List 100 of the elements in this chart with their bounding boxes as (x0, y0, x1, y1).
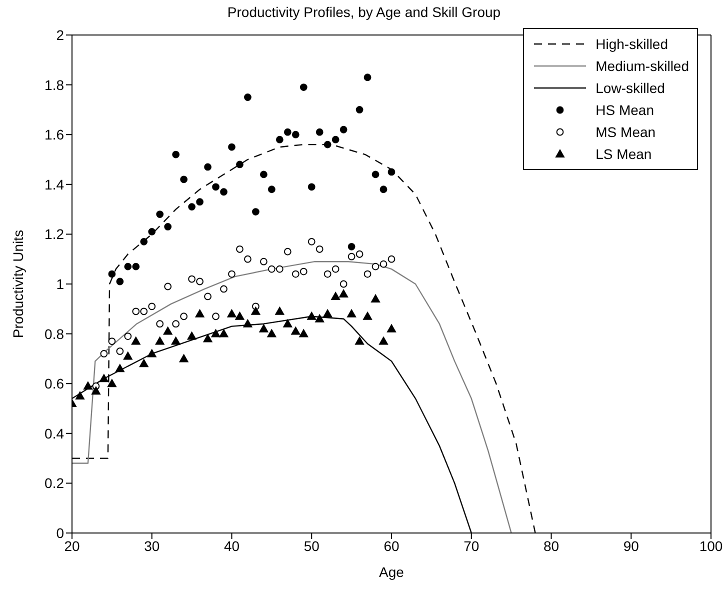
point (179, 354, 188, 362)
y-tick-label: 2 (56, 26, 64, 43)
point (91, 386, 100, 395)
point (108, 338, 116, 345)
point (139, 359, 148, 368)
point (348, 252, 356, 260)
y-tick-label: 0.4 (44, 425, 64, 442)
point (364, 270, 372, 278)
point (356, 106, 364, 114)
point (140, 238, 148, 246)
point (180, 312, 188, 320)
point (292, 270, 300, 278)
point (140, 308, 148, 316)
point (332, 136, 340, 144)
y-tick-label: 0.8 (44, 326, 64, 342)
legend-label: LS Mean (596, 146, 652, 162)
point (132, 308, 140, 316)
point (284, 128, 292, 136)
y-tick-label: 1 (56, 276, 64, 292)
point (372, 170, 380, 178)
point (211, 329, 220, 338)
point (284, 248, 292, 256)
y-tick-label: 0.2 (44, 475, 64, 492)
point (268, 265, 276, 273)
point (299, 329, 308, 338)
point (323, 309, 332, 318)
point (148, 228, 156, 236)
point (187, 332, 196, 340)
point (379, 336, 388, 345)
x-tick-label: 50 (304, 538, 320, 554)
point (332, 265, 340, 273)
point (244, 255, 252, 263)
y-tick-label: 1.4 (44, 176, 64, 192)
legend-label: HS Mean (596, 102, 654, 118)
point (147, 349, 156, 358)
point (276, 136, 284, 144)
point (291, 326, 300, 335)
point (203, 334, 212, 342)
point (131, 336, 140, 345)
point (292, 130, 300, 138)
point (107, 379, 116, 388)
point (348, 242, 356, 250)
point (364, 74, 372, 82)
point (243, 319, 252, 328)
point (155, 336, 164, 345)
point (347, 309, 356, 318)
point (276, 265, 284, 273)
point (156, 210, 164, 218)
point (251, 306, 260, 315)
point (235, 312, 244, 320)
point (108, 270, 116, 278)
point (244, 94, 252, 101)
point (100, 350, 108, 358)
point (340, 126, 348, 134)
point (156, 320, 164, 328)
point (228, 270, 236, 278)
point (387, 324, 396, 332)
point (236, 160, 244, 168)
point (308, 238, 316, 246)
point (116, 348, 124, 355)
point (171, 336, 180, 345)
point (180, 176, 188, 184)
point (196, 278, 204, 286)
point (331, 292, 340, 300)
point (324, 140, 332, 148)
point (75, 392, 84, 400)
point (188, 203, 196, 211)
point (371, 294, 380, 302)
point (388, 168, 396, 176)
point (316, 128, 324, 136)
point (123, 352, 132, 360)
point (260, 170, 268, 178)
point (148, 302, 156, 310)
point (275, 306, 284, 315)
point (267, 329, 276, 338)
point (372, 262, 380, 270)
x-tick-label: 40 (224, 538, 240, 554)
point (380, 186, 388, 194)
x-tick-label: 90 (623, 538, 640, 554)
point (363, 312, 372, 320)
point (260, 258, 268, 266)
chart-title: Productivity Profiles, by Age and Skill Group (226, 4, 502, 20)
y-tick-label: 1.2 (44, 226, 64, 242)
legend-label: Medium-skilled (596, 58, 689, 74)
point (212, 183, 220, 191)
point (324, 270, 332, 278)
point (195, 309, 204, 318)
point (268, 186, 276, 194)
x-tick-label: 80 (543, 538, 560, 554)
point (307, 312, 316, 320)
legend-label: Low-skilled (596, 80, 665, 96)
x-axis-title: Age (379, 564, 404, 580)
point (164, 223, 172, 230)
point (380, 260, 388, 268)
y-tick-label: 0 (56, 524, 64, 541)
point (220, 188, 228, 196)
point (252, 208, 260, 216)
point (228, 143, 236, 151)
point (219, 329, 228, 338)
x-tick-label: 20 (64, 538, 80, 554)
